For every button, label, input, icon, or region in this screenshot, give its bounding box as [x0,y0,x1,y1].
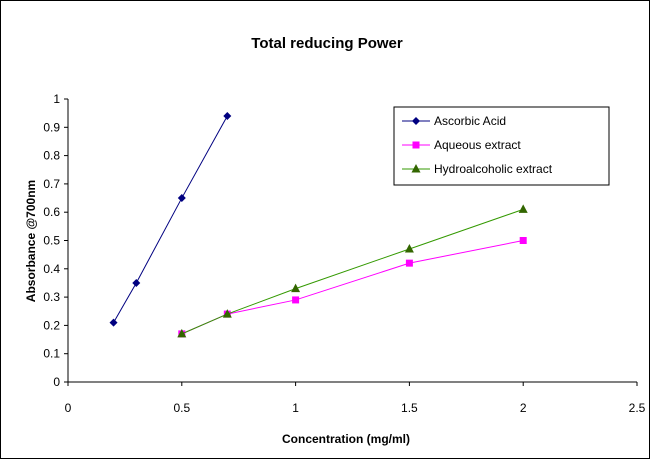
legend-marker-hydroalcoholic-extract [411,164,421,173]
data-point-hydroalcoholic-extract [222,309,232,318]
x-tick-label: 0.5 [173,401,190,415]
legend-label-aqueous-extract: Aqueous extract [434,138,521,152]
x-tick-label: 2 [520,401,527,415]
y-tick-label: 0.4 [43,262,60,276]
y-tick-label: 0.1 [43,347,60,361]
y-tick-label: 1 [53,92,60,106]
plot-area: 0 0.1 0.2 0.3 0.4 0.5 0.6 0.7 0.8 0.9 1 0 0.5 1 1.5 2 2.… [43,92,645,415]
series-line-hydroalcoholic-extract [181,208,524,335]
legend: Ascorbic Acid Aqueous extract Hydroalcohol… [393,106,610,186]
y-tick-label: 0.7 [43,177,60,191]
data-point-hydroalcoholic-extract [291,283,301,293]
legend-box [393,106,610,186]
data-point-ascorbic-acid [109,318,118,327]
legend-marker-aqueous-extract [412,141,420,149]
data-point-ascorbic-acid [177,194,186,203]
chart-title: Total reducing Power [251,35,403,52]
x-tick-label: 0 [65,401,72,415]
data-point-aqueous-extract [405,259,413,267]
y-tick-label: 0 [53,375,60,389]
x-axis-label: Concentration (mg/ml) [282,432,410,446]
x-tick-label: 2.5 [629,401,646,415]
x-tick-label: 1.5 [401,401,418,415]
data-point-hydroalcoholic-extract [177,328,187,338]
data-point-aqueous-extract [519,237,527,244]
data-point-aqueous-extract [292,296,300,304]
data-point-hydroalcoholic-extract [518,204,528,213]
y-tick-label: 0.5 [43,234,60,248]
series-line-aqueous-extract [181,240,524,335]
y-tick-label: 0.2 [43,318,60,332]
legend-label-hydroalcoholic-extract: Hydroalcoholic extract [434,162,553,176]
x-tick-label: 1 [292,401,299,415]
y-axis-label: Absorbance @700nm [24,180,38,302]
y-tick-label: 0.3 [43,290,60,304]
legend-marker-ascorbic-acid [412,117,420,125]
y-tick-label: 0.6 [43,205,60,219]
data-point-ascorbic-acid [223,111,232,120]
data-point-ascorbic-acid [132,278,141,287]
legend-label-ascorbic-acid: Ascorbic Acid [434,114,506,128]
data-point-hydroalcoholic-extract [404,243,414,253]
y-tick-label: 0.9 [43,120,60,134]
series-line-ascorbic-acid [113,115,228,323]
y-tick-label: 0.8 [43,149,60,163]
